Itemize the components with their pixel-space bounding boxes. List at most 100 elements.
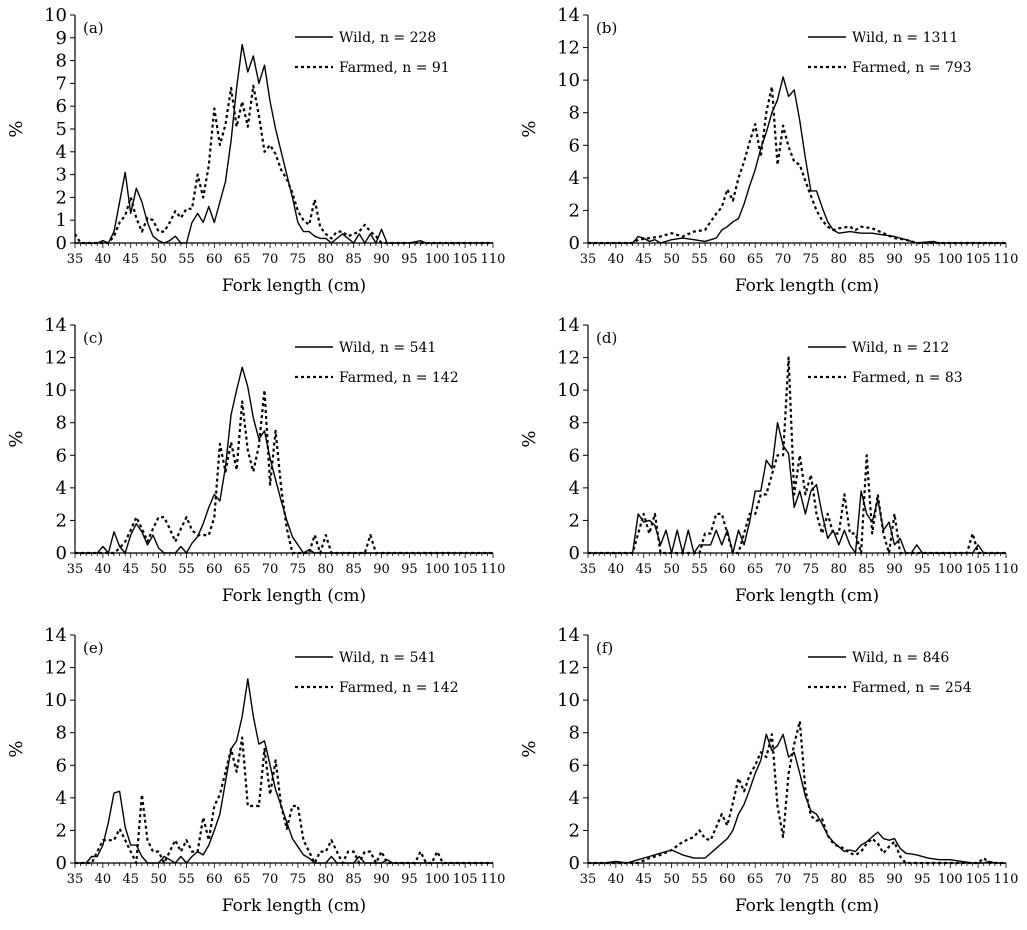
legend-entry: Wild, n = 846 [852, 650, 949, 666]
chart-svg: 0 2 4 6 8 10 12 14 35 40 45 50 55 60 65 70 75 80 85 90 95 100… [519, 315, 1019, 606]
y-tick-label: 6 [569, 135, 580, 156]
x-tick-label: 35 [67, 252, 84, 267]
x-tick-label: 45 [122, 252, 139, 267]
y-tick-label: 14 [44, 625, 67, 646]
legend-entry: Wild, n = 1311 [852, 30, 958, 46]
x-tick-label: 110 [994, 562, 1019, 577]
x-tick-label: 95 [914, 252, 931, 267]
x-tick-label: 70 [262, 252, 279, 267]
y-tick-label: 14 [557, 315, 580, 336]
legend-entry: Wild, n = 212 [852, 340, 949, 356]
panel-b: 0 2 4 6 8 10 12 14 35 40 45 50 55 60 65 70 75 80 85 90 95 100… [513, 0, 1026, 310]
x-tick-label: 80 [318, 872, 335, 887]
x-tick-label: 95 [401, 252, 418, 267]
panel-f: 0 2 4 6 8 10 12 14 35 40 45 50 55 60 65 70 75 80 85 90 95 100… [513, 620, 1026, 930]
x-tick-label: 35 [67, 562, 84, 577]
x-tick-label: 75 [803, 562, 820, 577]
x-tick-label: 35 [67, 872, 84, 887]
x-tick-label: 90 [373, 562, 390, 577]
y-tick-label: 0 [56, 233, 67, 254]
x-tick-label: 60 [206, 562, 223, 577]
x-tick-label: 85 [345, 562, 362, 577]
x-tick-label: 80 [318, 562, 335, 577]
x-tick-label: 95 [401, 562, 418, 577]
chart-svg: 0 2 4 6 8 10 12 14 35 40 45 50 55 60 65 70 75 80 85 90 95 100… [519, 625, 1018, 916]
x-tick-label: 85 [345, 872, 362, 887]
wild-series-line [588, 421, 1006, 554]
x-axis-title: Fork length (cm) [735, 586, 879, 606]
x-axis-title: Fork length (cm) [222, 276, 366, 296]
x-tick-label: 100 [425, 252, 450, 267]
x-tick-label: 50 [663, 252, 680, 267]
x-tick-label: 65 [234, 872, 251, 887]
farmed-series-line [588, 720, 1006, 865]
x-tick-label: 50 [150, 872, 167, 887]
y-tick-label: 4 [56, 788, 67, 809]
x-axis-title: Fork length (cm) [222, 586, 366, 606]
x-tick-label: 90 [373, 872, 390, 887]
y-tick-label: 12 [557, 348, 580, 369]
legend-entry: Farmed, n = 142 [339, 370, 459, 386]
x-tick-label: 75 [290, 562, 307, 577]
wild-series-line [75, 366, 493, 554]
x-tick-label: 85 [858, 872, 875, 887]
legend-entry: Farmed, n = 142 [339, 680, 459, 696]
x-tick-label: 50 [150, 562, 167, 577]
x-tick-label: 70 [775, 562, 792, 577]
x-tick-label: 40 [608, 252, 625, 267]
farmed-series-line [75, 736, 493, 865]
y-axis-title: % [519, 120, 540, 137]
y-tick-label: 5 [56, 119, 67, 140]
y-tick-label: 8 [569, 103, 580, 124]
wild-series-line [75, 43, 493, 244]
x-tick-label: 85 [858, 562, 875, 577]
x-tick-label: 105 [453, 872, 478, 887]
x-tick-label: 90 [373, 252, 390, 267]
chart-svg: 0 2 4 6 8 10 12 14 35 40 45 50 55 60 65 70 75 80 85 90 95 100… [6, 315, 505, 606]
y-tick-label: 8 [569, 413, 580, 434]
x-tick-label: 45 [122, 562, 139, 577]
x-tick-label: 45 [122, 872, 139, 887]
x-tick-label: 85 [345, 252, 362, 267]
panel-letter: (c) [83, 329, 103, 347]
x-tick-label: 55 [691, 872, 708, 887]
x-tick-label: 35 [580, 562, 597, 577]
farmed-series-line [588, 85, 1006, 245]
x-tick-label: 40 [95, 562, 112, 577]
y-axis-title: % [6, 430, 27, 447]
y-tick-label: 14 [44, 315, 67, 336]
y-tick-label: 2 [569, 200, 580, 221]
farmed-series-line [588, 356, 1006, 555]
x-tick-label: 105 [453, 252, 478, 267]
x-tick-label: 65 [234, 252, 251, 267]
y-tick-label: 2 [56, 510, 67, 531]
panel-letter: (a) [83, 19, 104, 37]
x-tick-label: 70 [775, 872, 792, 887]
panel-letter: (b) [596, 19, 617, 37]
legend-entry: Farmed, n = 91 [339, 60, 450, 76]
y-tick-label: 0 [569, 853, 580, 874]
x-tick-label: 60 [719, 562, 736, 577]
x-tick-label: 105 [966, 252, 991, 267]
x-tick-label: 60 [719, 872, 736, 887]
x-tick-label: 45 [635, 562, 652, 577]
y-tick-label: 10 [557, 70, 580, 91]
legend-entry: Wild, n = 541 [339, 340, 436, 356]
chart-svg: 0 2 4 6 8 10 12 14 35 40 45 50 55 60 65 70 75 80 85 90 95 100… [519, 5, 1018, 296]
x-tick-label: 35 [580, 252, 597, 267]
y-axis-title: % [519, 740, 540, 757]
panel-letter: (e) [83, 639, 104, 657]
y-tick-label: 12 [557, 38, 580, 59]
x-tick-label: 55 [691, 252, 708, 267]
y-tick-label: 8 [56, 51, 67, 72]
legend-entry: Farmed, n = 793 [852, 60, 972, 76]
y-tick-label: 10 [44, 690, 67, 711]
y-tick-label: 12 [44, 658, 67, 679]
x-tick-label: 90 [886, 562, 903, 577]
x-tick-label: 80 [831, 872, 848, 887]
y-tick-label: 4 [56, 478, 67, 499]
x-tick-label: 55 [178, 252, 195, 267]
x-tick-label: 65 [747, 872, 764, 887]
chart-svg: 0 2 4 6 8 10 12 14 35 40 45 50 55 60 65 70 75 80 85 90 95 100… [6, 625, 505, 916]
